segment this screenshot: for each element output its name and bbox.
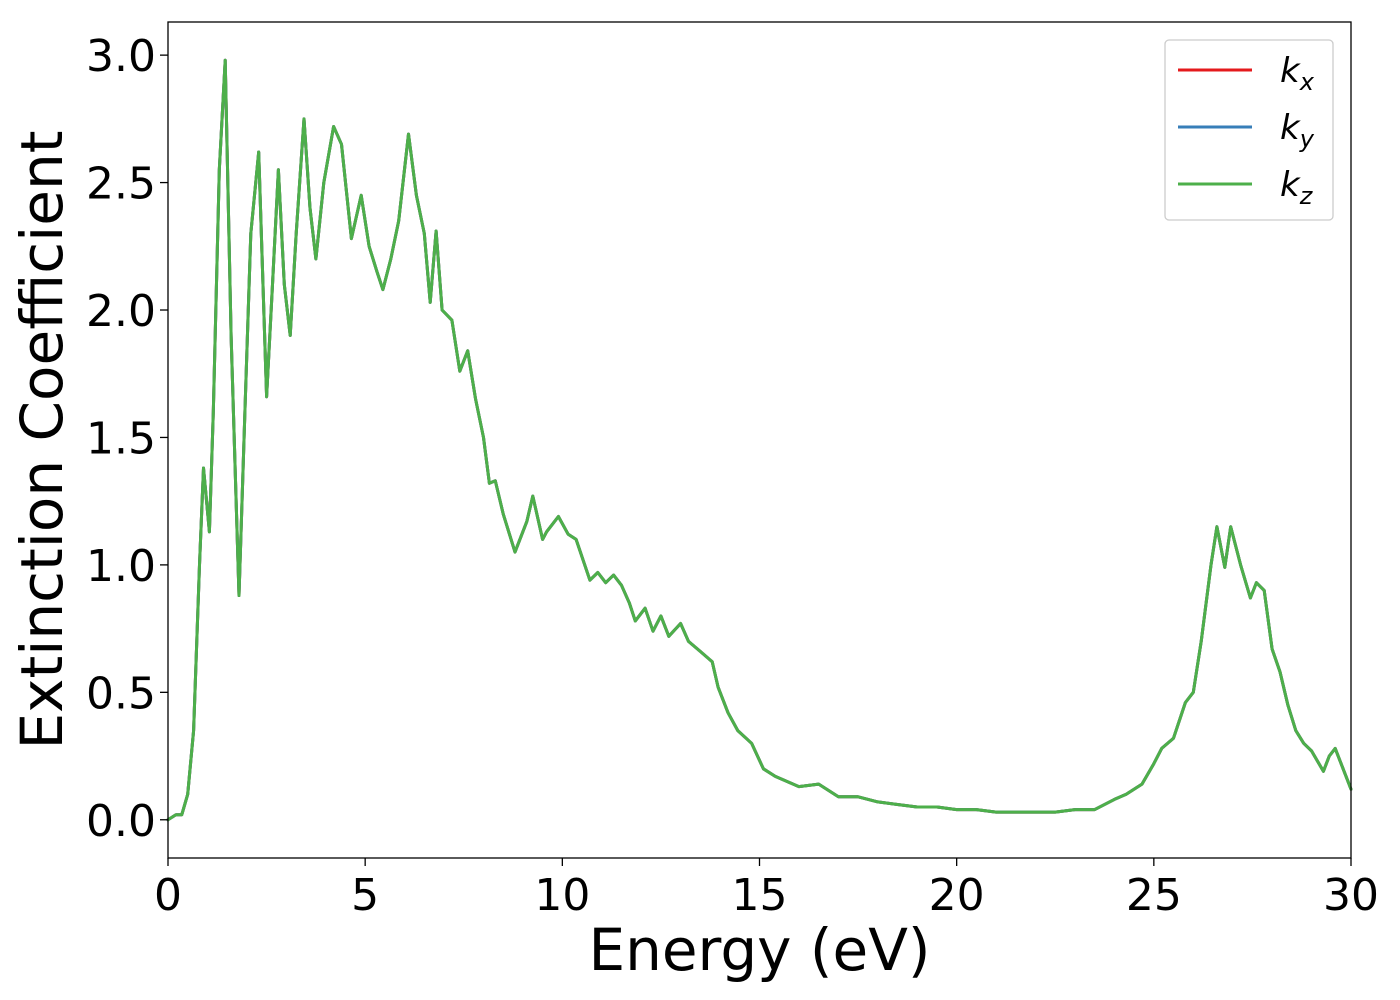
y-axis-ticks: 0.0 0.5 1.0 1.5 2.0 2.5 3.0: [86, 31, 168, 847]
x-tick-label: 10: [534, 870, 590, 921]
y-tick-label: 2.0: [86, 286, 156, 337]
series-line-k_z: [166, 58, 1353, 822]
x-axis-title: Energy (eV): [588, 916, 930, 984]
y-tick-label: 3.0: [86, 31, 156, 82]
legend-label-kx: kx: [1280, 51, 1315, 96]
series-layer: [166, 58, 1353, 822]
y-tick-label: 2.5: [86, 159, 156, 210]
x-tick-label: 15: [732, 870, 788, 921]
x-tick-label: 30: [1323, 870, 1379, 921]
legend: kx ky kz: [1164, 39, 1334, 221]
legend-box: [1164, 39, 1334, 221]
x-tick-label: 5: [351, 870, 379, 921]
y-tick-label: 0.0: [86, 796, 156, 847]
x-tick-label: 25: [1126, 870, 1182, 921]
x-tick-label: 20: [929, 870, 985, 921]
x-tick-label: 0: [154, 870, 182, 921]
y-tick-label: 0.5: [86, 668, 156, 719]
y-axis-title: Extinction Coefficient: [8, 131, 76, 750]
x-axis-ticks: 0 5 10 15 20 25 30: [154, 858, 1379, 921]
y-tick-label: 1.5: [86, 413, 156, 464]
legend-label-kz: kz: [1280, 165, 1314, 210]
legend-label-ky: ky: [1280, 108, 1315, 153]
y-tick-label: 1.0: [86, 541, 156, 592]
